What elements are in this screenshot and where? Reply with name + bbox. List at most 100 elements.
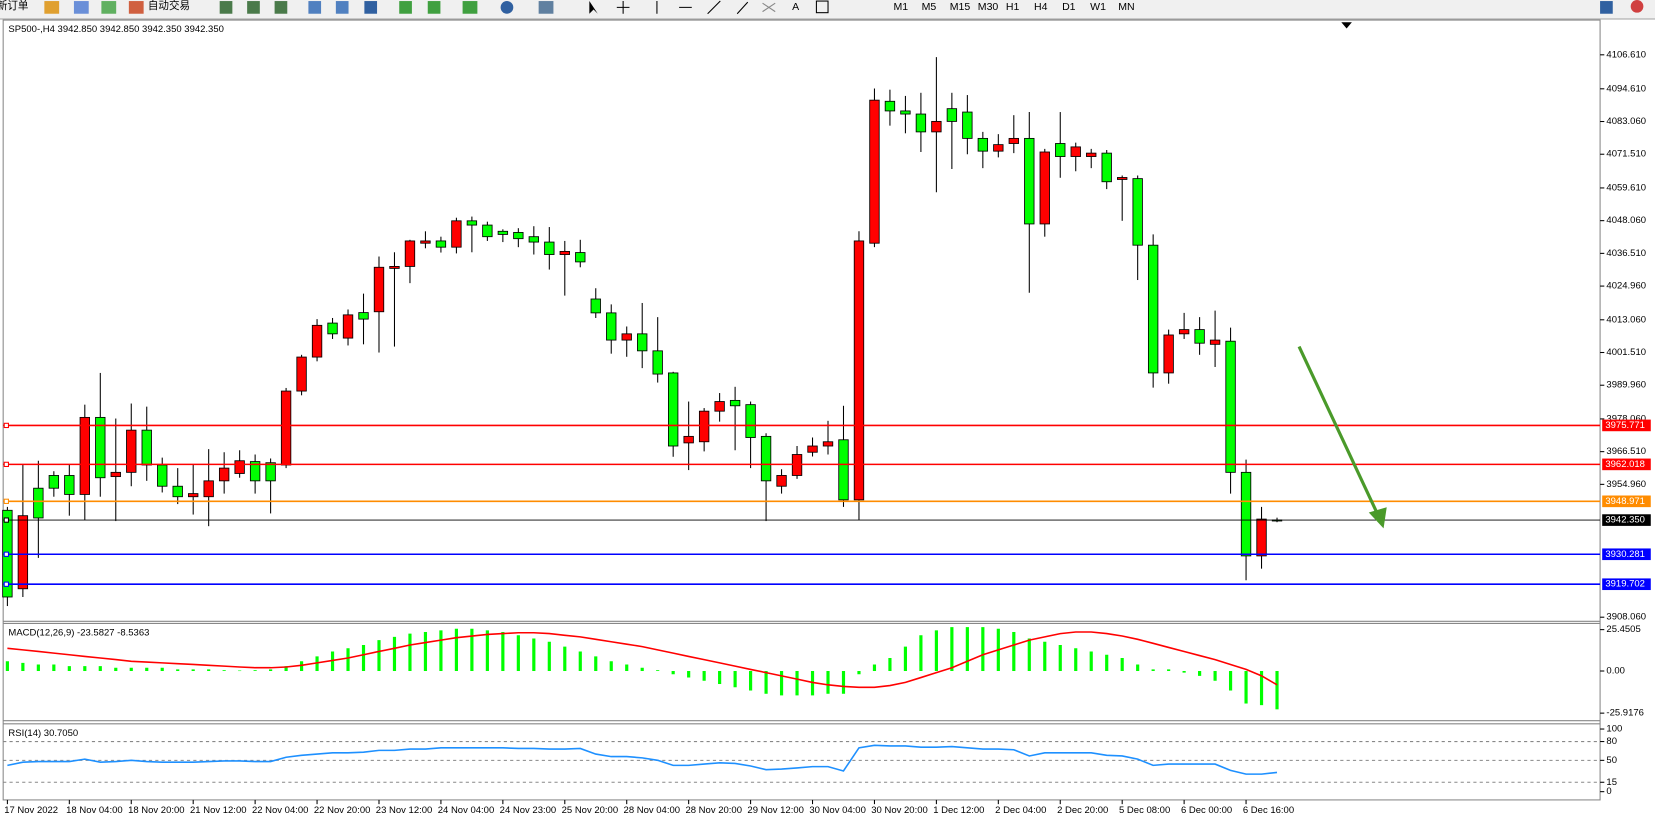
histogram-bar — [841, 671, 846, 694]
timeframe-button[interactable]: H4 — [1034, 1, 1048, 13]
histogram-bar — [52, 664, 56, 672]
notifications[interactable] — [1630, 0, 1644, 13]
histogram-bar — [1275, 671, 1279, 710]
histogram-bar — [872, 664, 877, 672]
candle-body — [822, 441, 834, 447]
templates[interactable] — [538, 1, 554, 14]
panel-title: RSI(14) 30.7050 — [8, 728, 78, 739]
timeframe-button[interactable]: MN — [1118, 1, 1134, 13]
indicators[interactable] — [462, 1, 478, 14]
x-tick-label: 17 Nov 2022 — [4, 805, 58, 816]
candle-body — [466, 220, 478, 226]
candle-body — [172, 485, 183, 498]
icon[interactable] — [274, 1, 288, 14]
timeframe-button[interactable]: M5 — [922, 1, 937, 13]
draw-tools[interactable] — [762, 2, 776, 13]
histogram-bar — [1151, 669, 1155, 672]
icon[interactable] — [73, 1, 89, 14]
crosshair-tool[interactable] — [616, 1, 630, 14]
histogram-bar — [501, 631, 505, 672]
icon[interactable] — [101, 1, 117, 14]
timeframe-button[interactable]: M1 — [894, 1, 909, 13]
candle-body — [95, 416, 106, 479]
x-tick-label: 2 Dec 20:00 — [1057, 805, 1108, 816]
histogram-bar — [779, 671, 784, 696]
candle-body — [79, 416, 90, 495]
histogram-bar — [981, 627, 985, 672]
icon[interactable] — [427, 1, 441, 14]
candle-body — [807, 445, 818, 453]
candle-body — [667, 372, 679, 447]
zoom-in[interactable] — [308, 1, 322, 14]
level-label: 3942.350 — [1605, 515, 1645, 526]
candle-body — [404, 240, 416, 267]
y-tick-label: 3908.060 — [1606, 612, 1646, 623]
histogram-bar — [408, 633, 412, 672]
candle-body — [1194, 329, 1205, 344]
histogram-bar — [1136, 664, 1140, 672]
candle-body — [683, 435, 694, 444]
draw-tools[interactable] — [656, 0, 749, 15]
candle-body — [33, 487, 44, 519]
histogram-bar — [129, 667, 133, 672]
icon[interactable] — [44, 1, 60, 14]
candle-body — [1101, 152, 1112, 183]
plot: SP500-,H4 3942.850 3942.850 3942.350 394… — [2, 24, 1651, 816]
timeframe-button[interactable]: W1 — [1090, 1, 1106, 13]
y-tick-label: 0.00 — [1606, 666, 1624, 677]
candle-body — [1147, 244, 1159, 374]
candle-body — [1086, 152, 1097, 157]
panel-title: MACD(12,26,9) -23.5827 -8.5363 — [8, 627, 149, 638]
x-tick-label: 28 Nov 20:00 — [685, 805, 742, 816]
auto-trading-icon[interactable] — [128, 1, 144, 14]
histogram-bar — [718, 671, 722, 685]
histogram-bar — [903, 646, 908, 672]
histogram-bar — [160, 667, 164, 672]
timeframe-button[interactable]: D1 — [1062, 1, 1076, 13]
y-tick-label: 3989.960 — [1606, 380, 1646, 391]
histogram-bar — [222, 670, 226, 672]
periods[interactable] — [500, 1, 514, 14]
histogram-bar — [1167, 669, 1171, 672]
cursor-tool[interactable] — [589, 1, 598, 14]
zoom-out[interactable] — [335, 1, 349, 14]
new-order-button[interactable]: 新订单 — [0, 0, 28, 12]
timeframe-button[interactable]: M15 — [950, 1, 971, 13]
y-tick-label: 50 — [1606, 755, 1617, 766]
candle-body — [698, 410, 710, 443]
panel-title: SP500-,H4 3942.850 3942.850 3942.350 394… — [8, 24, 223, 35]
icon[interactable] — [399, 1, 412, 14]
candle-body — [621, 333, 632, 341]
x-tick-label: 18 Nov 04:00 — [66, 805, 123, 816]
icon[interactable] — [247, 1, 260, 14]
candle-body — [1163, 334, 1174, 374]
y-tick-label: 80 — [1606, 736, 1617, 747]
icon[interactable] — [219, 1, 233, 14]
timeframes: M1 M5 M15 M30 H1 H4 D1 W1 MN — [894, 1, 1135, 13]
histogram-bar — [934, 630, 938, 672]
histogram-bar — [423, 631, 428, 672]
x-tick-label: 6 Dec 00:00 — [1181, 805, 1232, 816]
trend-arrow-head — [1368, 507, 1387, 529]
x-tick-label: 1 Dec 12:00 — [933, 805, 984, 816]
x-tick-label: 29 Nov 12:00 — [747, 805, 804, 816]
timeframe-button[interactable]: M30 — [978, 1, 999, 13]
histogram-bar — [269, 669, 273, 672]
label-tool[interactable] — [815, 0, 829, 14]
histogram-bar — [594, 656, 598, 672]
auto-trading-button[interactable]: 自动交易 — [148, 0, 190, 12]
histogram-bar — [950, 627, 954, 672]
tile[interactable] — [364, 1, 378, 14]
histogram-bar — [764, 671, 768, 694]
timeframe-button[interactable]: H1 — [1006, 1, 1020, 13]
candle-body — [652, 350, 663, 375]
x-tick-label: 28 Nov 04:00 — [624, 805, 681, 816]
histogram-bar — [5, 661, 9, 672]
text-tool[interactable]: A — [792, 1, 800, 13]
candle-body — [962, 111, 973, 139]
y-tick-label: 4071.510 — [1606, 149, 1646, 160]
candle-body — [1132, 178, 1143, 246]
search[interactable] — [1600, 1, 1613, 14]
x-tick-label: 6 Dec 16:00 — [1243, 805, 1294, 816]
